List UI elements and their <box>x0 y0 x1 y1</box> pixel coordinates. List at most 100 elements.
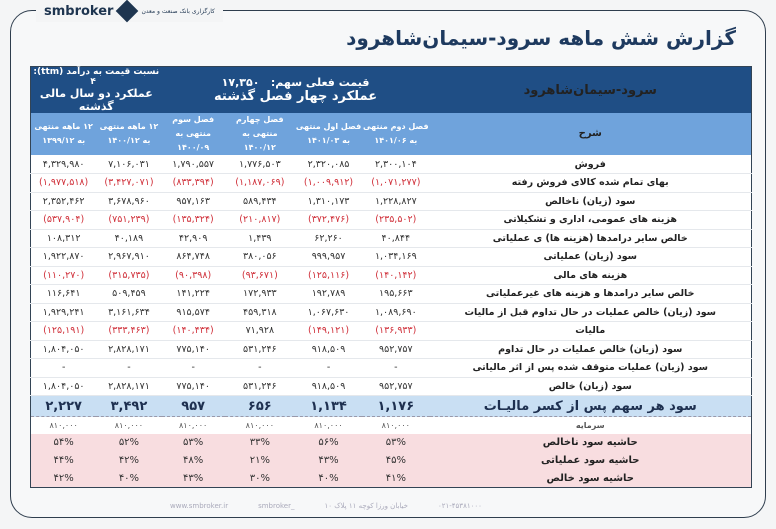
cell-value: ۱,۷۷۶,۵۰۳ <box>224 155 295 174</box>
cell-value: ۱۷۲,۹۳۳ <box>224 284 295 304</box>
row-label: حاشیه سود خالص <box>429 469 752 488</box>
cell-value: (۱۲۵,۱۹۱) <box>30 321 97 341</box>
cell-value: (۲۳۵,۵۰۲) <box>362 210 430 230</box>
cell-value: ۶۵۶ <box>224 395 295 417</box>
cell-value: (۳۷۲,۴۷۶) <box>294 210 363 230</box>
cell-value: ۲۱% <box>224 451 295 470</box>
cell-value: - <box>362 358 430 378</box>
table-row: مالیات (۱۳۶,۹۳۳) (۱۴۹,۱۲۱) ۷۱,۹۲۸ (۱۴۰,۴۳۴)(… <box>30 321 752 341</box>
cell-value: (۱۴۰,۴۳۴) <box>161 321 225 341</box>
cell-value: (۲۱۰,۸۱۷) <box>224 210 295 230</box>
cell-value: ۷۷۵,۱۴۰ <box>161 377 225 396</box>
cell-value: ۲,۳۰۰,۱۰۴ <box>362 155 430 174</box>
table-row: حاشیه سود عملیاتی ۴۵% ۴۳% ۲۱% ۴۸% ۴۲% ۴۴% <box>30 451 752 470</box>
cell-value: ۹۵۷ <box>161 395 225 417</box>
cell-value: ۸۱۰,۰۰۰ <box>294 416 363 434</box>
cell-value: ۴۲,۹۰۹ <box>161 229 225 248</box>
cell-value: ۴۸% <box>161 451 225 470</box>
cell-value: (۱۴۹,۱۲۱) <box>294 321 363 341</box>
row-label: سود (زیان) عملیاتی <box>429 247 752 267</box>
cell-value: ۸۱۰,۰۰۰ <box>362 416 430 434</box>
cell-value: ۳۸۰,۰۵۶ <box>224 247 295 267</box>
cell-value: (۱۳۵,۳۲۴) <box>161 210 225 230</box>
table-row: سود (زیان) خالص ۹۵۲,۷۵۷ ۹۱۸,۵۰۹ ۵۳۱,۲۴۶ ۷۷۵,… <box>30 377 752 396</box>
cell-value: ۲,۳۲۰,۰۸۵ <box>294 155 363 174</box>
table-row: سود (زیان) ناخالص ۱,۲۲۸,۸۲۷ ۱,۳۱۰,۱۷۳ ۵۸۹,۴… <box>30 192 752 211</box>
row-label: سود (زیان) عملیات متوقف شده پس از اثر ما… <box>429 358 752 378</box>
cell-value: ۹۵۷,۱۶۳ <box>161 192 225 211</box>
company-name: سرود-سیمان‌شاهرود <box>429 66 752 113</box>
cell-value: ۲,۹۶۷,۹۱۰ <box>96 247 162 267</box>
cell-value: ۷۱,۹۲۸ <box>224 321 295 341</box>
cell-value: ۲,۸۲۸,۱۷۱ <box>96 340 162 359</box>
instagram-link[interactable]: smbroker_ <box>258 502 295 510</box>
cell-value: ۵۳% <box>362 433 430 452</box>
row-label: هزینه های عمومی، اداری و تشکیلاتی <box>429 210 752 230</box>
cell-value: ۸۱۰,۰۰۰ <box>30 416 97 434</box>
row-label: سود (زیان) خالص عملیات در حال تداوم <box>429 340 752 359</box>
cell-value: ۱,۱۳۴ <box>294 395 363 417</box>
row-label: سود (زیان) خالص عملیات در حال تداوم قبل … <box>429 303 752 322</box>
cell-value: ۳۳% <box>224 433 295 452</box>
cell-value: ۳,۶۷۸,۹۶۰ <box>96 192 162 211</box>
table-row: سود (زیان) خالص عملیات در حال تداوم قبل … <box>30 303 752 322</box>
row-label: خالص سایر درامدها (هزینه ها) ی عملیاتی <box>429 229 752 248</box>
col-header: فصل سوم منتهی به ۱۴۰۰/۰۹ <box>161 113 225 155</box>
cell-value: ۳,۴۹۲ <box>96 395 162 417</box>
cell-value: ۴۰,۸۴۴ <box>362 229 430 248</box>
col-header: فصل اول منتهی به ۱۴۰۱/۰۳ <box>294 113 363 155</box>
cell-value: ۴۵۹,۳۱۸ <box>224 303 295 322</box>
cell-value: ۱۴۱,۲۲۴ <box>161 284 225 304</box>
cell-value: ۱,۳۱۰,۱۷۳ <box>294 192 363 211</box>
table-row: هزینه های عمومی، اداری و تشکیلاتی (۲۳۵,۵۰… <box>30 210 752 230</box>
cell-value: ۹۱۵,۵۷۴ <box>161 303 225 322</box>
logo: smbroker کارگزاری بانک صنعت و معدن <box>36 0 223 23</box>
table-row: حاشیه سود خالص ۴۱% ۴۰% ۳۰% ۴۳% ۴۰% ۴۲% <box>30 469 752 488</box>
phone: ۰۲۱-۴۵۳۸۱۰۰۰ <box>437 502 482 510</box>
table-row: سود هر سهم پس از کسر مالیـات ۱,۱۷۶ ۱,۱۳۴ ۶۵… <box>30 395 752 417</box>
cell-value: ۵۳۱,۲۴۶ <box>224 340 295 359</box>
cell-value: - <box>224 358 295 378</box>
cell-value: ۵۶% <box>294 433 363 452</box>
cell-value: (۷۵۱,۲۳۹) <box>96 210 162 230</box>
cell-value: ۹۱۸,۵۰۹ <box>294 377 363 396</box>
cell-value: ۲,۲۲۷ <box>30 395 97 417</box>
cell-value: ۴۵% <box>362 451 430 470</box>
cell-value: ۵۰۹,۴۵۹ <box>96 284 162 304</box>
cell-value: ۱,۰۶۷,۶۳۰ <box>294 303 363 322</box>
cell-value: (۳,۴۲۷,۰۷۱) <box>96 173 162 193</box>
pe-value: ۴ <box>90 77 96 87</box>
row-label: سرمایه <box>429 416 752 434</box>
financial-table: سرود-سیمان‌شاهرود قیمت فعلی سهم: ۱۷,۳۵۰ ع… <box>30 66 752 488</box>
row-label: هزینه های مالی <box>429 266 752 285</box>
cell-value: ۹۵۲,۷۵۷ <box>362 377 430 396</box>
cell-value: - <box>161 358 225 378</box>
cell-value: ۹۵۲,۷۵۷ <box>362 340 430 359</box>
cell-value: (۳۱۵,۷۳۵) <box>96 266 162 285</box>
cell-value: ۱,۲۲۸,۸۲۷ <box>362 192 430 211</box>
cell-value: ۴۴% <box>30 451 97 470</box>
quarters-title: عملکرد چهار فصل گذشته <box>214 89 378 104</box>
cell-value: (۹۳,۶۷۱) <box>224 266 295 285</box>
cell-value: ۳,۱۶۱,۶۳۴ <box>96 303 162 322</box>
cell-value: (۱۴۰,۱۴۲) <box>362 266 430 285</box>
cell-value: ۲,۳۵۲,۴۶۲ <box>30 192 97 211</box>
table-row: فروش ۲,۳۰۰,۱۰۴ ۲,۳۲۰,۰۸۵ ۱,۷۷۶,۵۰۳ ۱,۷۹۰,۵۵۷… <box>30 155 752 174</box>
cell-value: ۶۲,۲۶۰ <box>294 229 363 248</box>
cell-value: ۷۷۵,۱۴۰ <box>161 340 225 359</box>
cell-value: ۳۰% <box>224 469 295 488</box>
col-header: فصل چهارم منتهی به ۱۴۰۰/۱۲ <box>224 113 295 155</box>
row-label: سود هر سهم پس از کسر مالیـات <box>429 395 752 417</box>
brand-name: smbroker <box>44 3 114 19</box>
cell-value: ۵۳۱,۲۴۶ <box>224 377 295 396</box>
cell-value: (۱,۹۷۷,۵۱۸) <box>30 173 97 193</box>
cell-value: (۱,۰۷۱,۲۷۷) <box>362 173 430 193</box>
col-header: ۱۲ ماهه منتهی به ۱۳۹۹/۱۲ <box>30 113 97 155</box>
cell-value: ۵۸۹,۴۳۴ <box>224 192 295 211</box>
cell-value: ۴۰,۱۸۹ <box>96 229 162 248</box>
table-row: حاشیه سود ناخالص ۵۳% ۵۶% ۳۳% ۵۳% ۵۲% ۵۴% <box>30 433 752 452</box>
website-link[interactable]: www.smbroker.ir <box>170 502 229 510</box>
row-label: بهای تمام شده کالای فروش رفته <box>429 173 752 193</box>
cell-value: ۸۱۰,۰۰۰ <box>161 416 225 434</box>
cell-value: ۴۲% <box>30 469 97 488</box>
